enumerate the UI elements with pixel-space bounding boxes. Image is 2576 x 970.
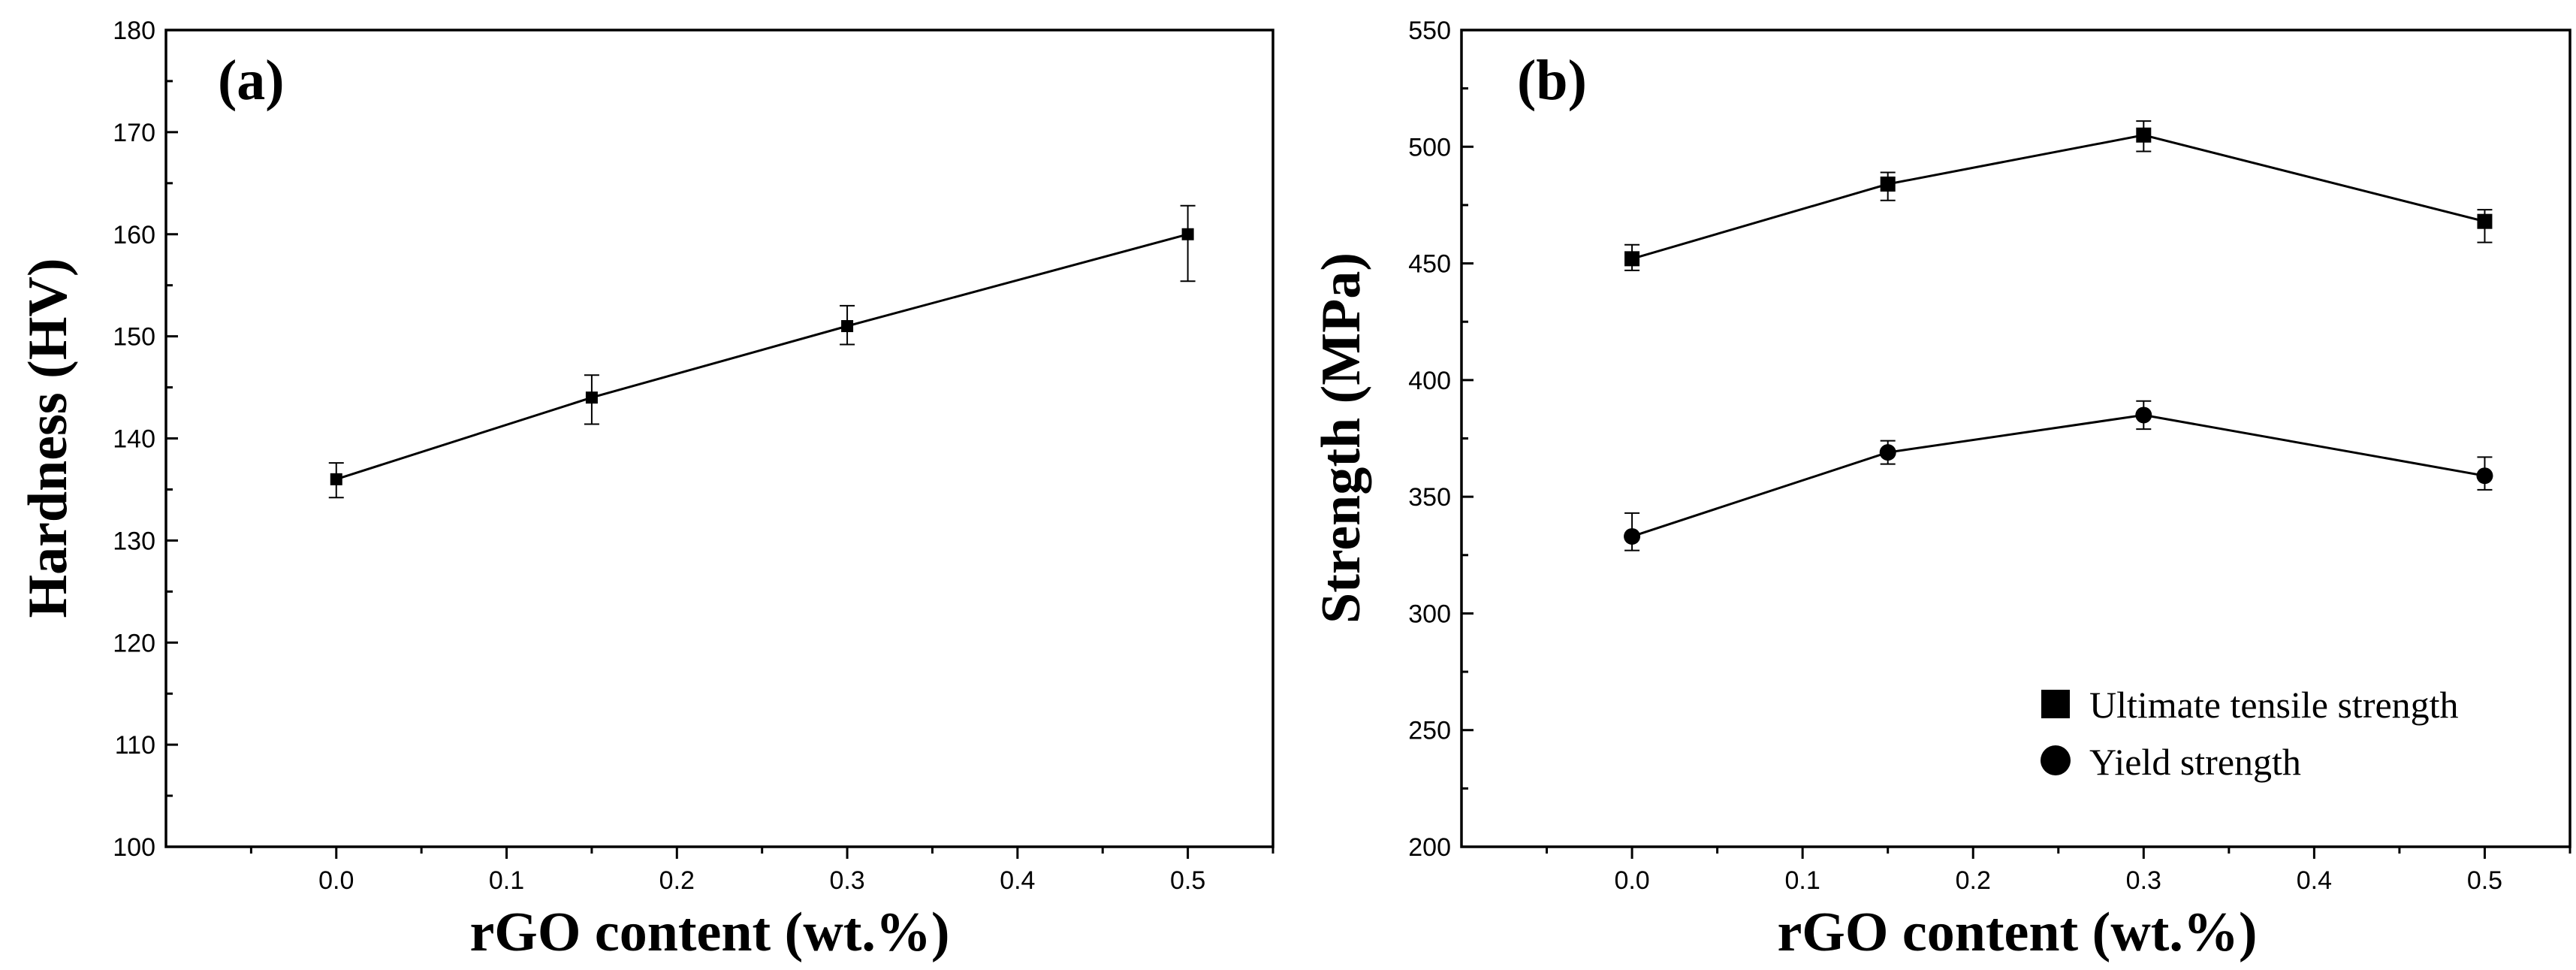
panel-label: (b) bbox=[1517, 49, 1587, 112]
y-tick-label: 550 bbox=[1408, 17, 1451, 45]
y-axis-title: Strength (MPa) bbox=[1311, 252, 1372, 624]
x-tick-label: 0.1 bbox=[1785, 866, 1820, 895]
legend-marker-circle bbox=[2041, 745, 2071, 775]
series-line bbox=[336, 233, 1188, 481]
x-tick-label: 0.4 bbox=[1000, 866, 1035, 895]
x-axis-title: rGO content (wt.%) bbox=[1777, 902, 2257, 963]
x-tick-label: 0.5 bbox=[1170, 866, 1205, 895]
y-tick-label: 180 bbox=[113, 17, 155, 45]
x-tick-label: 0.3 bbox=[829, 866, 864, 895]
series-line bbox=[1631, 134, 2485, 260]
legend-label: Ultimate tensile strength bbox=[2089, 684, 2459, 726]
y-ticks: 200 250 300 350 400 450 500 550 bbox=[1408, 17, 1474, 862]
x-tick-label: 0.2 bbox=[659, 866, 695, 895]
y-tick-label: 110 bbox=[115, 731, 155, 760]
data-point bbox=[1879, 444, 1896, 461]
data-point bbox=[1880, 176, 1896, 192]
x-tick-label: 0.3 bbox=[2126, 866, 2161, 895]
x-tick-label: 0.2 bbox=[1956, 866, 1991, 895]
data-point bbox=[585, 391, 598, 404]
y-tick-label: 170 bbox=[113, 119, 155, 147]
panel-b: 200 250 300 350 400 450 500 550 0.0 0.1 0.2 0.3 0.4… bbox=[1311, 17, 2571, 963]
data-point bbox=[1624, 527, 1641, 545]
y-tick-label: 150 bbox=[113, 323, 155, 352]
series-line bbox=[1631, 413, 2485, 538]
x-tick-label: 0.1 bbox=[489, 866, 524, 895]
data-point bbox=[1624, 251, 1640, 267]
data-point bbox=[841, 320, 854, 333]
y-ticks: 100 110 120 130 140 150 160 170 180 bbox=[113, 17, 178, 862]
plot-area bbox=[328, 204, 1196, 499]
x-ticks: 0.0 0.1 0.2 0.3 0.4 0.5 bbox=[249, 847, 1274, 895]
data-point bbox=[2136, 127, 2152, 143]
x-tick-label: 0.0 bbox=[318, 866, 354, 895]
data-point bbox=[330, 473, 342, 485]
panel-label: (a) bbox=[218, 49, 285, 112]
y-tick-label: 100 bbox=[113, 833, 155, 862]
plot-frame bbox=[164, 29, 1274, 848]
y-axis-title: Hardness (HV) bbox=[17, 258, 79, 618]
panel-a: 100 110 120 130 140 150 160 170 180 0.0 0.1 0.2 0.3… bbox=[17, 17, 1274, 963]
y-tick-label: 250 bbox=[1408, 717, 1451, 745]
x-tick-label: 0.0 bbox=[1614, 866, 1649, 895]
x-tick-label: 0.5 bbox=[2467, 866, 2502, 895]
y-tick-label: 200 bbox=[1408, 833, 1451, 862]
legend-marker-square bbox=[2041, 690, 2070, 718]
data-point bbox=[2477, 213, 2493, 229]
y-tick-label: 350 bbox=[1408, 483, 1451, 512]
y-tick-label: 120 bbox=[113, 629, 155, 657]
y-tick-label: 400 bbox=[1408, 367, 1451, 395]
x-tick-label: 0.4 bbox=[2297, 866, 2332, 895]
data-point bbox=[2135, 406, 2152, 424]
x-axis-title: rGO content (wt.%) bbox=[469, 902, 949, 963]
legend: Ultimate tensile strength Yield strength bbox=[2041, 684, 2459, 783]
data-point bbox=[1181, 228, 1194, 240]
data-point bbox=[2476, 467, 2493, 485]
y-tick-label: 300 bbox=[1408, 600, 1451, 628]
y-tick-label: 450 bbox=[1408, 250, 1451, 279]
x-ticks: 0.0 0.1 0.2 0.3 0.4 0.5 bbox=[1546, 847, 2571, 895]
y-tick-label: 500 bbox=[1408, 133, 1451, 162]
y-tick-label: 160 bbox=[113, 221, 155, 249]
y-tick-label: 130 bbox=[113, 527, 155, 555]
y-tick-label: 140 bbox=[113, 425, 155, 454]
legend-label: Yield strength bbox=[2089, 741, 2301, 783]
plot-area bbox=[1624, 120, 2493, 551]
